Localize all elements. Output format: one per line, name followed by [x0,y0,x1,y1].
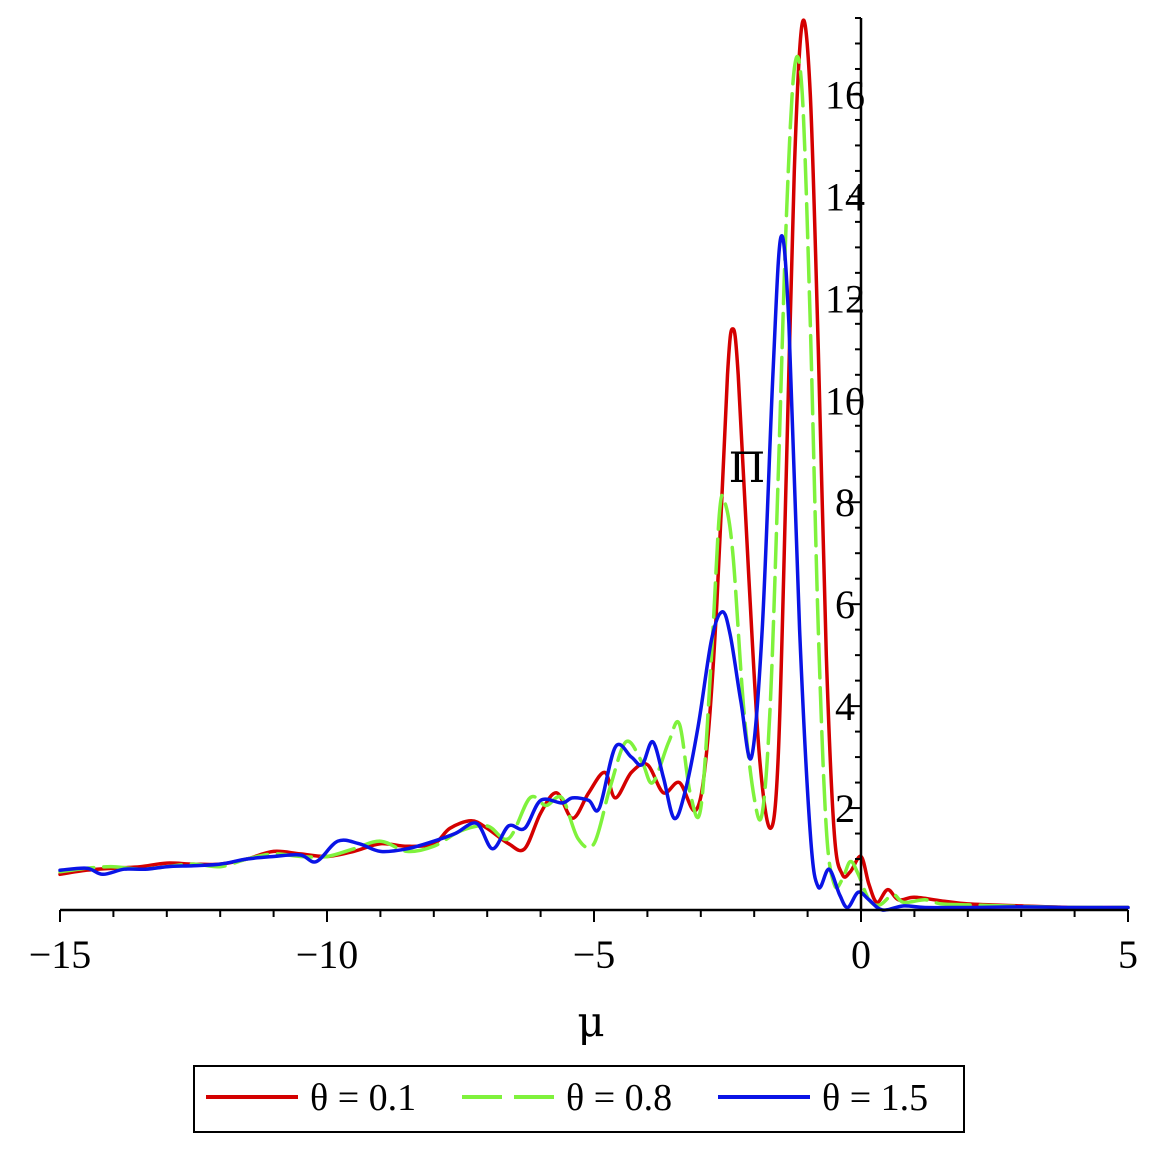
y-tick-label: 14 [825,174,865,219]
y-tick-label: 10 [825,378,865,423]
y-tick-label: 6 [835,582,855,627]
y-tick-label: 4 [835,684,855,729]
x-tick-label: 5 [1118,932,1138,977]
x-ticks: −15 −10 −5 0 5 [29,910,1138,977]
y-axis-title: Π [729,443,766,492]
y-tick-label: 12 [825,276,865,321]
x-tick-label: 0 [851,932,871,977]
x-tick-label: −5 [573,932,616,977]
y-ticks: 2 4 6 8 10 12 14 16 [825,17,865,886]
y-tick-label: 16 [825,72,865,117]
x-axis-title: μ [577,997,604,1046]
y-tick-label: 8 [835,480,855,525]
y-tick-label: 2 [835,786,855,831]
x-tick-label: −15 [29,932,92,977]
series-line-2 [58,54,1130,910]
x-tick-label: −10 [296,932,359,977]
legend-box [193,1065,965,1133]
series-layer [58,18,1130,912]
series-line-1 [58,18,1130,910]
legend-label-1: θ = 0.1 [310,1077,416,1119]
axes: −15 −10 −5 0 5 2 4 6 8 10 12 14 16 [29,17,1138,977]
series-line-3 [58,234,1130,912]
legend-label-3: θ = 1.5 [822,1077,928,1119]
legend: θ = 0.1 θ = 0.8 θ = 1.5 [193,1065,965,1133]
legend-label-2: θ = 0.8 [566,1077,672,1119]
